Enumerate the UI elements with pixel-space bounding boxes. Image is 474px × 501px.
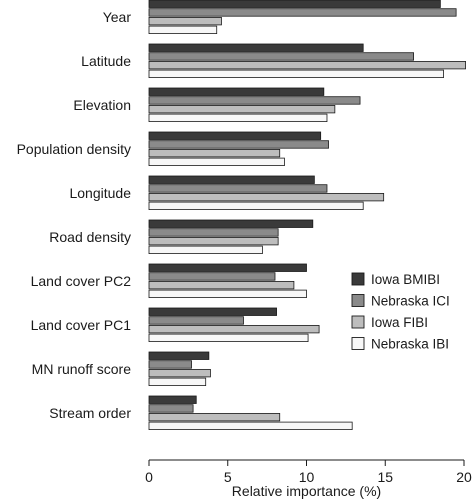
bars-layer: [148, 0, 466, 431]
bar: [148, 404, 194, 413]
category-label: Year: [103, 9, 132, 25]
bar: [148, 368, 211, 378]
category-label: Elevation: [73, 97, 131, 113]
bar: [148, 228, 279, 237]
category-label: Longitude: [69, 185, 131, 201]
x-axis-title: Relative importance (%): [232, 483, 381, 499]
bar: [148, 140, 329, 149]
legend-label: Nebraska IBI: [371, 337, 449, 352]
bar: [148, 201, 364, 211]
bar: [148, 421, 353, 431]
legend-label: Iowa BMIBI: [371, 272, 440, 287]
category-label: Road density: [49, 229, 131, 245]
legend-swatch: [351, 294, 365, 307]
bar: [148, 280, 295, 290]
bar: [148, 263, 307, 272]
bar: [148, 96, 361, 105]
bar: [148, 412, 281, 422]
x-tick-label: 5: [224, 469, 232, 485]
bar: [148, 113, 328, 122]
x-tick-label: 15: [377, 469, 393, 485]
x-axis: 0 5 10 15 20: [145, 459, 472, 485]
bar: [148, 8, 457, 17]
bar: [148, 69, 444, 78]
bar: [148, 377, 207, 387]
bar: [148, 52, 415, 61]
bar: [148, 175, 315, 184]
bar: [148, 289, 307, 299]
category-label: Latitude: [81, 53, 131, 69]
bar: [148, 16, 222, 26]
bar: [148, 245, 263, 255]
bar: [148, 395, 197, 404]
category-label: Stream order: [49, 405, 131, 421]
bar: [148, 87, 325, 96]
bar: [148, 307, 277, 316]
bar: [148, 192, 385, 202]
bar: [148, 351, 210, 360]
bar: [148, 0, 441, 8]
bar: [148, 43, 364, 52]
legend: Iowa BMIBI Nebraska ICI Iowa FIBI Nebraska …: [351, 272, 450, 352]
bar: [148, 25, 218, 35]
category-label: MN runoff score: [32, 361, 132, 377]
bar: [148, 105, 336, 114]
category-label: Land cover PC2: [31, 273, 132, 289]
bar: [148, 131, 322, 140]
bar: [148, 157, 285, 167]
bar: [148, 184, 328, 193]
legend-swatch: [351, 315, 365, 329]
x-tick-label: 0: [145, 469, 153, 485]
bar: [148, 219, 314, 228]
legend-swatch: [351, 337, 365, 350]
bar: [148, 236, 279, 246]
category-label: Population density: [17, 141, 131, 157]
bar: [148, 333, 309, 343]
x-tick-label: 20: [456, 469, 472, 485]
bar: [148, 360, 192, 369]
bar: [148, 148, 281, 158]
category-labels: Year Latitude Elevation Population density L…: [17, 9, 132, 421]
bar: [148, 316, 244, 325]
x-tick-label: 10: [299, 469, 315, 485]
bar: [148, 272, 276, 281]
bar: [148, 324, 320, 334]
legend-label: Iowa FIBI: [371, 315, 428, 330]
legend-label: Nebraska ICI: [371, 294, 450, 309]
bar: [148, 61, 466, 70]
legend-swatch: [351, 272, 365, 286]
category-label: Land cover PC1: [31, 317, 132, 333]
